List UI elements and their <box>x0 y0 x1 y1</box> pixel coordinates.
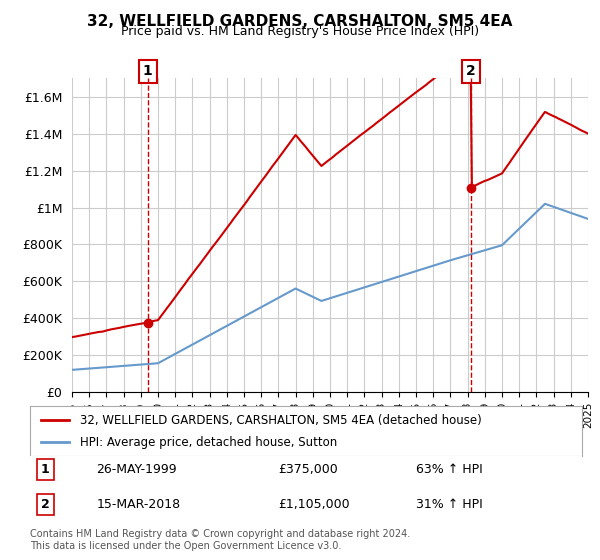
Text: 26-MAY-1999: 26-MAY-1999 <box>96 463 177 476</box>
Text: 2: 2 <box>466 64 476 78</box>
Text: 15-MAR-2018: 15-MAR-2018 <box>96 498 181 511</box>
Text: 63% ↑ HPI: 63% ↑ HPI <box>416 463 483 476</box>
Text: 32, WELLFIELD GARDENS, CARSHALTON, SM5 4EA: 32, WELLFIELD GARDENS, CARSHALTON, SM5 4… <box>88 14 512 29</box>
Text: £375,000: £375,000 <box>278 463 338 476</box>
Text: 32, WELLFIELD GARDENS, CARSHALTON, SM5 4EA (detached house): 32, WELLFIELD GARDENS, CARSHALTON, SM5 4… <box>80 414 481 427</box>
Text: Price paid vs. HM Land Registry's House Price Index (HPI): Price paid vs. HM Land Registry's House … <box>121 25 479 38</box>
Text: Contains HM Land Registry data © Crown copyright and database right 2024.
This d: Contains HM Land Registry data © Crown c… <box>30 529 410 551</box>
Text: 1: 1 <box>41 463 50 476</box>
Text: 2: 2 <box>41 498 50 511</box>
Text: £1,105,000: £1,105,000 <box>278 498 350 511</box>
Text: 31% ↑ HPI: 31% ↑ HPI <box>416 498 483 511</box>
Text: HPI: Average price, detached house, Sutton: HPI: Average price, detached house, Sutt… <box>80 436 337 449</box>
Text: 1: 1 <box>143 64 152 78</box>
